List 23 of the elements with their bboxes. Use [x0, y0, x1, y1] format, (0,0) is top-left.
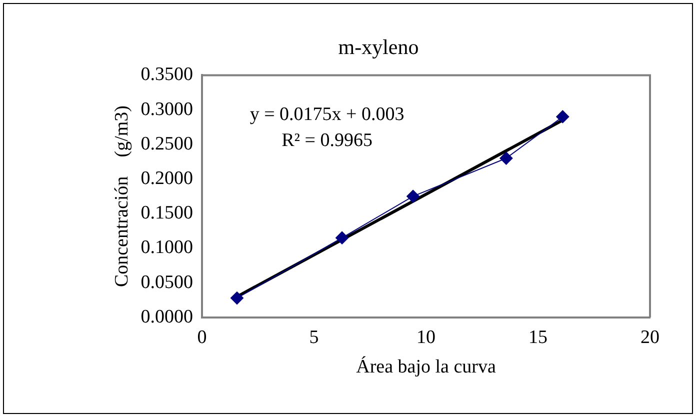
y-tick-label: 0.3500: [140, 64, 194, 86]
y-tick-label: 0.0500: [140, 272, 194, 293]
y-axis-title: Concentración (g/m3): [111, 106, 132, 288]
point: [556, 110, 570, 124]
y-tick-label: 0.2500: [140, 133, 194, 154]
x-tick-label: 15: [528, 326, 548, 348]
chart-title: m-xyleno: [338, 35, 419, 60]
y-tick-label: 0.1000: [140, 237, 194, 258]
y-tick-label: 0.0000: [140, 306, 194, 328]
annotation: R² = 0.9965: [282, 130, 372, 152]
point: [500, 152, 513, 165]
point: [230, 292, 244, 305]
point: [406, 190, 420, 203]
x-tick-label: 5: [309, 326, 319, 348]
annotation: y = 0.0175x + 0.003: [250, 104, 404, 126]
x-tick-label: 10: [416, 326, 436, 348]
x-tick-label: 0: [197, 326, 207, 348]
x-axis-title: Área bajo la curva: [356, 356, 496, 378]
y-tick-label: 0.1500: [140, 202, 194, 224]
y-tick-label: 0.2000: [140, 168, 194, 189]
x-tick-label: 20: [640, 326, 660, 348]
point: [336, 231, 349, 244]
y-tick-label: 0.3000: [140, 98, 194, 120]
